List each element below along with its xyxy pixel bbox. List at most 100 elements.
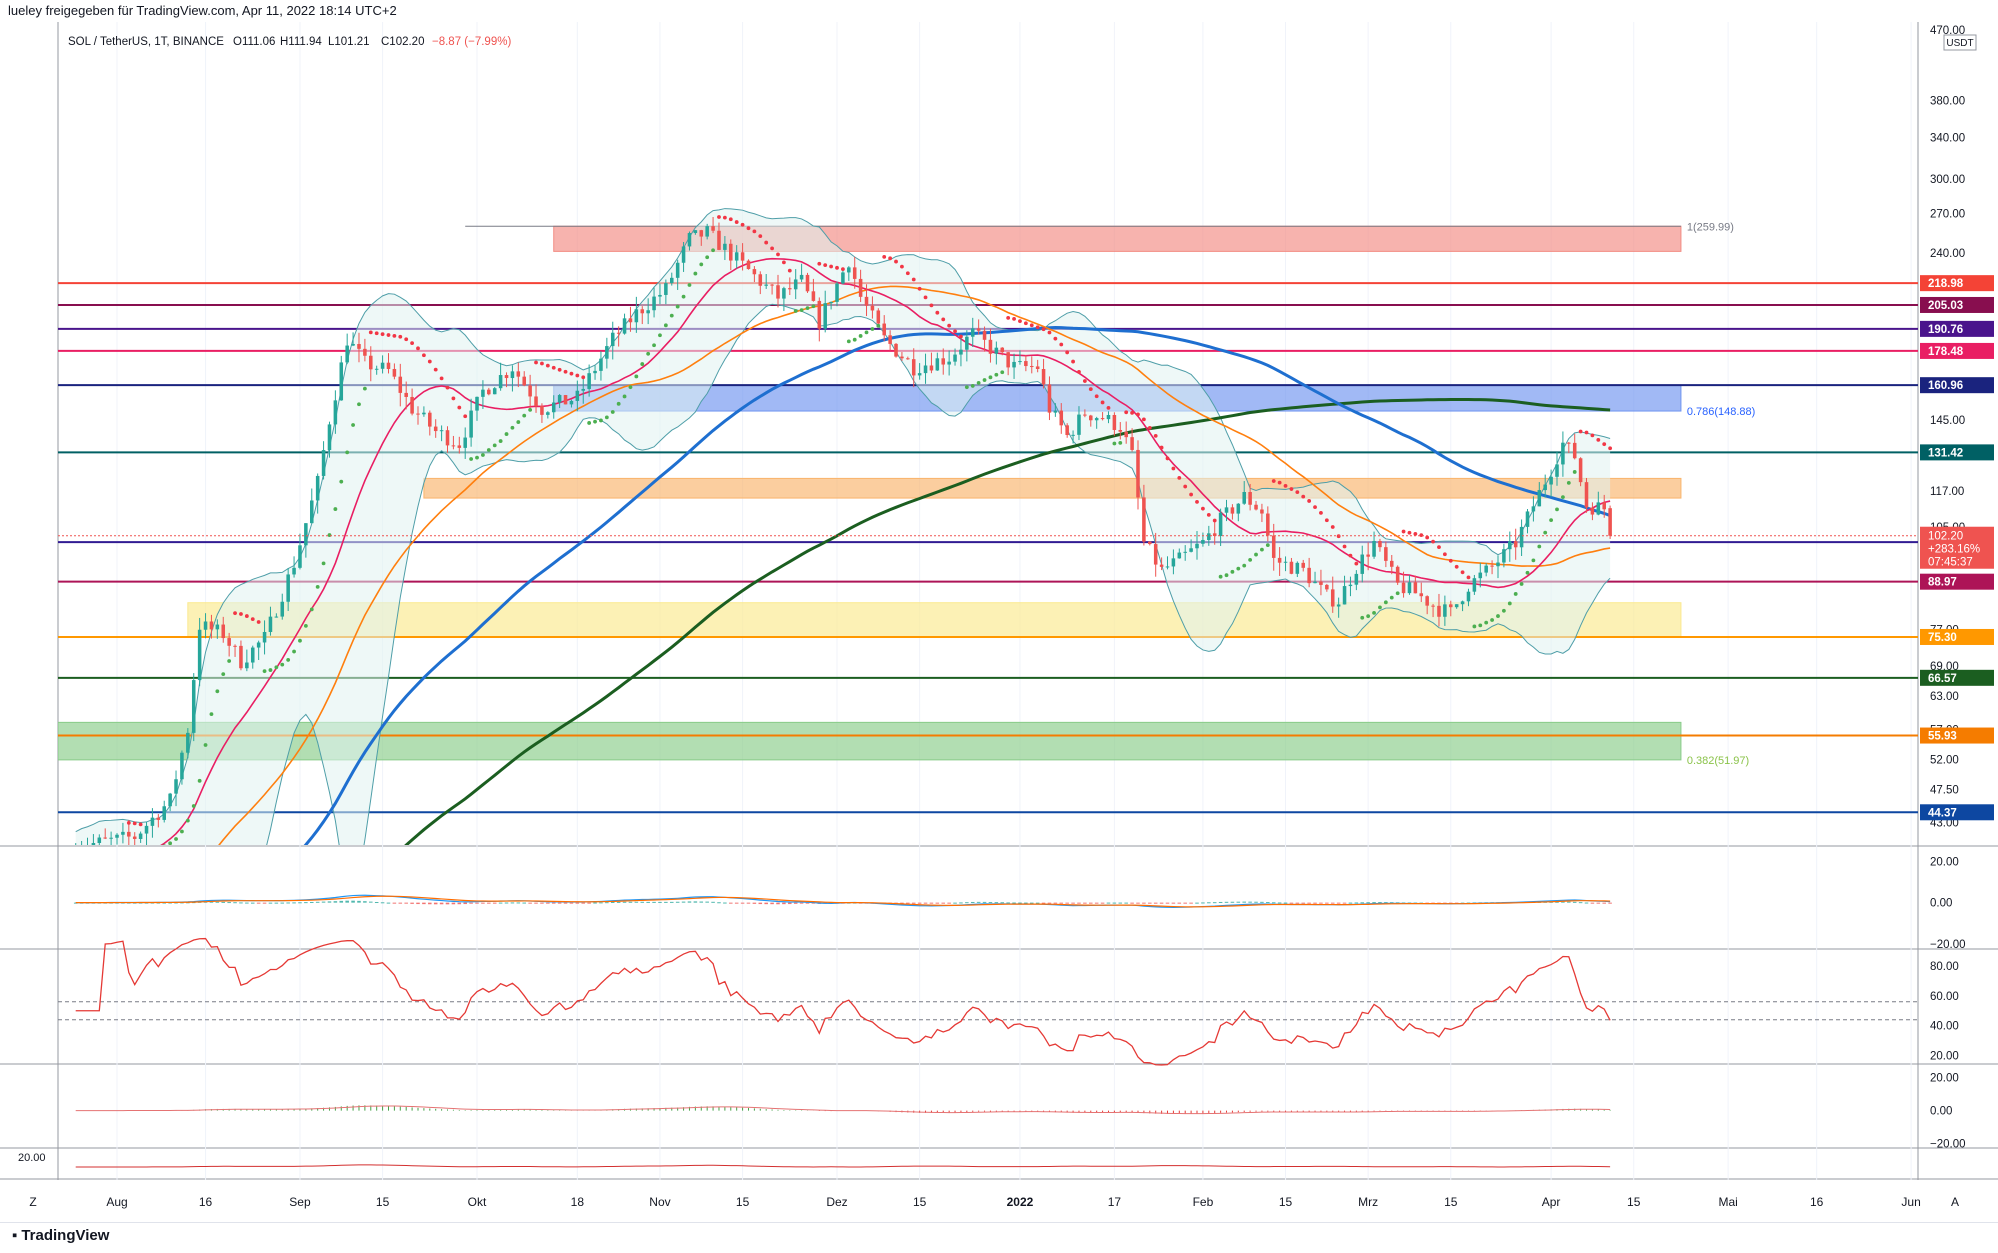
macd-hist-bar [1561, 901, 1565, 903]
sar-dot [1413, 532, 1418, 536]
time-tick: 16 [199, 1195, 213, 1209]
macd-hist-bar [481, 902, 485, 904]
sar-dot [321, 561, 326, 566]
candle-body [1325, 584, 1329, 590]
candle-body [1177, 552, 1182, 559]
time-tick: Okt [468, 1195, 487, 1209]
macd-hist-bar [935, 902, 940, 904]
candle-body [1578, 458, 1583, 483]
candle-body [510, 371, 515, 379]
level-badge [1920, 727, 1994, 744]
sar-dot [1283, 483, 1288, 488]
price-axis[interactable]: 470.00 380.00 340.00 300.00 270.00 240.00 145.… [58, 25, 1994, 830]
sar-dot [1330, 525, 1335, 529]
sar-dot [864, 330, 869, 335]
last-price-text: 102.20 [1928, 531, 1963, 543]
zoom-button[interactable]: Z [29, 1195, 36, 1209]
sar-dot [1112, 441, 1117, 446]
time-axis[interactable]: Aug 16 Sep 15 Okt 18 Nov 15 Dez 15 2022 17 Feb 15 Mrz 1… [29, 1195, 1959, 1209]
macd-hist-bar [640, 901, 645, 903]
candle-body [1035, 366, 1040, 369]
candle-body [1254, 504, 1258, 510]
candle-body [333, 400, 338, 425]
auto-scale-button[interactable]: A [1951, 1195, 1959, 1209]
sar-dot [545, 363, 550, 368]
sar-dot [1230, 569, 1235, 574]
sar-dot [658, 333, 662, 338]
price-tick: 380.00 [1930, 95, 1965, 107]
sar-dot [870, 327, 875, 331]
sar-dot [1543, 530, 1548, 535]
last-price-text: 07:45:37 [1928, 557, 1973, 569]
candle-body [1118, 429, 1123, 432]
candle-body [239, 645, 243, 669]
sar-dot [1012, 316, 1016, 321]
candle-body [103, 837, 107, 839]
sar-dot [923, 295, 928, 300]
candle-body [321, 450, 326, 476]
candle-body [262, 631, 267, 643]
sar-dot [233, 611, 237, 616]
sar-dot [1537, 544, 1542, 549]
macd-hist-bar [392, 902, 397, 904]
candle-body [805, 274, 810, 292]
candle-body [1543, 484, 1547, 491]
sar-dot [1248, 557, 1253, 562]
sar-dot [1018, 319, 1022, 323]
macd-hist-bar [1112, 902, 1117, 904]
macd-hist-bar [1189, 902, 1193, 904]
candle-body [292, 567, 296, 575]
sar-dot [693, 271, 698, 276]
sar-dot [835, 265, 839, 270]
candle-body [911, 359, 916, 376]
macd-hist-bar [1024, 902, 1028, 904]
macd-hist-bar [498, 902, 503, 904]
tradingview-logo[interactable]: ▪ TradingView [12, 1227, 109, 1244]
candle-body [404, 392, 408, 397]
sar-dot [197, 778, 202, 783]
macd-hist-bar [723, 902, 727, 904]
sar-dot [1519, 582, 1524, 586]
macd-hist-bar [374, 902, 379, 904]
macd-hist-bar [1201, 902, 1205, 904]
symbol-label: SOL / TetherUS, 1T, BINANCE [68, 36, 224, 48]
time-tick: 15 [1279, 1195, 1293, 1209]
level-badge [1920, 669, 1994, 686]
candle-body [782, 288, 786, 299]
macd-hist-bar [1218, 901, 1223, 903]
sar-dot [345, 450, 350, 455]
candle-body [1502, 549, 1506, 563]
macd-hist-bar [764, 902, 768, 905]
candle-body [935, 358, 940, 371]
candles [75, 216, 1612, 845]
macd-hist-bar [404, 902, 408, 904]
currency-box [1943, 34, 1977, 51]
candle-body [587, 373, 591, 389]
macd-hist-bar [1165, 902, 1170, 904]
sar-dot [540, 361, 544, 366]
candle-body [699, 230, 704, 237]
macd-hist-bar [1118, 902, 1123, 904]
candle-body [1289, 561, 1294, 574]
sar-dot [581, 375, 586, 380]
sar-dot [1177, 475, 1182, 480]
candle-body [298, 545, 302, 568]
candle-body [1218, 512, 1223, 537]
level-badge [1920, 444, 1994, 461]
sar-dot [793, 309, 798, 313]
candle-body [1602, 502, 1606, 510]
candle-body [1336, 604, 1341, 607]
candle-body [876, 310, 881, 324]
sar-dot [333, 507, 338, 511]
sar-dot [1082, 379, 1087, 383]
macd-hist-bar [634, 901, 639, 903]
candle-body [481, 389, 485, 397]
candle-body [1460, 601, 1465, 605]
line-pane-tick: 20.00 [18, 1152, 46, 1164]
macd-hist-bar [315, 901, 320, 903]
pane-tick: 60.00 [1930, 991, 1959, 1003]
candle-body [687, 233, 692, 247]
sar-dot [1354, 561, 1359, 566]
sar-dot [551, 365, 556, 370]
